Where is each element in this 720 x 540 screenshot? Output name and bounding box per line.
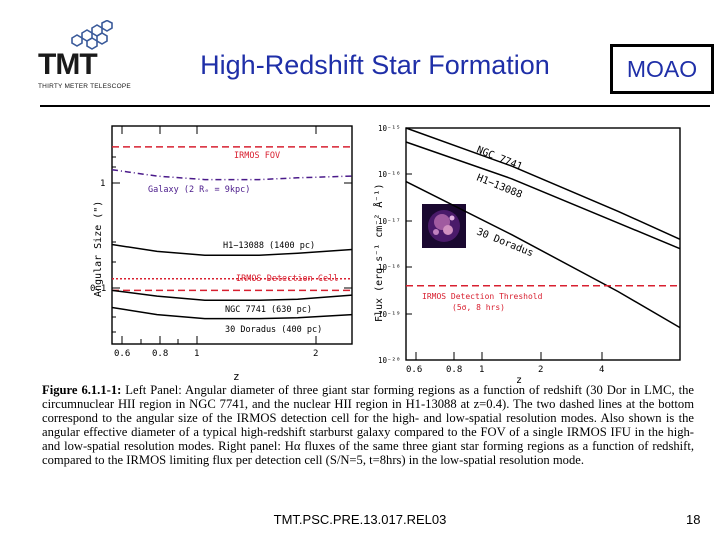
right-xtick-0.6: 0.6 xyxy=(406,365,422,375)
moao-badge-label: MOAO xyxy=(613,47,711,91)
left-xlabel: z xyxy=(233,370,240,383)
ann-ngc-7741: NGC 7741 (630 pc) xyxy=(225,305,312,315)
left-xtick-1: 1 xyxy=(194,349,199,359)
right-xtick-4: 4 xyxy=(599,365,604,375)
series-line-ngc-7741 xyxy=(405,127,681,240)
figure-caption: Figure 6.1.1-1: Left Panel: Angular diam… xyxy=(42,383,694,467)
series-line-ngc-7741-630-pc xyxy=(111,289,353,302)
left-ytick-1: 1 xyxy=(100,179,105,189)
hexagon-mirror-icon xyxy=(71,19,113,50)
right-xtick-1: 1 xyxy=(479,365,484,375)
right-plot-frame xyxy=(405,127,681,361)
right-xtick-2: 2 xyxy=(538,365,543,375)
star-forming-region-image xyxy=(422,204,466,248)
right-ylabel: Flux (erg s⁻¹ cm⁻² Å⁻¹) xyxy=(372,184,385,322)
logo-subtitle: THIRTY METER TELESCOPE xyxy=(38,83,131,90)
right-xtick-0.8: 0.8 xyxy=(446,365,462,375)
left-xtick-2: 2 xyxy=(313,349,318,359)
left-xtick-0.6: 0.6 xyxy=(114,349,130,359)
right-ytick-1e-17: 10⁻¹⁷ xyxy=(378,217,401,226)
logo-text: TMT xyxy=(38,48,98,81)
caption-text: Left Panel: Angular diameter of three gi… xyxy=(42,383,694,467)
right-ytick-1e-20: 10⁻²⁰ xyxy=(378,356,401,365)
footer-doc-id: TMT.PSC.PRE.13.017.REL03 xyxy=(273,512,447,527)
left-series-group xyxy=(111,146,353,320)
page-title: High-Redshift Star Formation xyxy=(200,50,550,80)
right-ytick-1e-19: 10⁻¹⁹ xyxy=(378,310,401,319)
ann-irmos-fov: IRMOS FOV xyxy=(234,151,280,161)
right-ytick-1e-18: 10⁻¹⁸ xyxy=(378,263,401,272)
right-ytick-1e-15: 10⁻¹⁵ xyxy=(378,124,401,133)
flux-chart: 10⁻¹⁵ 10⁻¹⁶ 10⁻¹⁷ 10⁻¹⁸ 10⁻¹⁹ 10⁻²⁰ 0.6 … xyxy=(372,124,681,384)
caption-label: Figure 6.1.1-1: xyxy=(42,383,122,397)
tmt-logo xyxy=(34,19,134,92)
series-line-30-doradus xyxy=(405,180,681,329)
left-y-ticks xyxy=(112,156,352,333)
series-line-h1-13088 xyxy=(405,141,681,250)
r-ann-threshold: IRMOS Detection Threshold xyxy=(422,292,543,301)
ann-detection-cell: IRMOS Detection Cell xyxy=(236,274,338,284)
right-x-ticks xyxy=(415,352,603,360)
series-line-galaxy-2-re-9kpc xyxy=(111,168,353,181)
ann-30-doradus: 30 Doradus (400 pc) xyxy=(225,325,322,335)
series-line-h1-13088-1400-pc xyxy=(111,243,353,256)
left-plot-frame xyxy=(111,125,353,345)
right-series-group xyxy=(405,127,681,329)
right-ytick-1e-16: 10⁻¹⁶ xyxy=(378,170,401,179)
r-ann-threshold-sub: (5σ, 8 hrs) xyxy=(452,303,505,312)
moao-badge: MOAO xyxy=(610,44,714,94)
ann-h1-13088: H1−13088 (1400 pc) xyxy=(223,241,315,251)
left-xtick-0.8: 0.8 xyxy=(152,349,168,359)
left-ylabel: Angular Size (") xyxy=(93,201,104,297)
angular-size-chart: 1 0.1 0.6 0.8 1 2 z Angular Size (") IRM… xyxy=(90,125,353,383)
left-ytick-0.1: 0.1 xyxy=(90,284,106,294)
r-ann-h1-13088: H1−13088 xyxy=(475,173,524,201)
left-x-ticks xyxy=(121,126,317,344)
right-xlabel: z xyxy=(516,375,522,384)
right-y-ticks xyxy=(406,127,412,361)
ann-galaxy: Galaxy (2 Rₑ = 9kpc) xyxy=(148,185,250,195)
header-divider xyxy=(40,105,710,107)
page-number: 18 xyxy=(686,512,701,527)
series-line-30-doradus-400-pc xyxy=(111,306,353,320)
